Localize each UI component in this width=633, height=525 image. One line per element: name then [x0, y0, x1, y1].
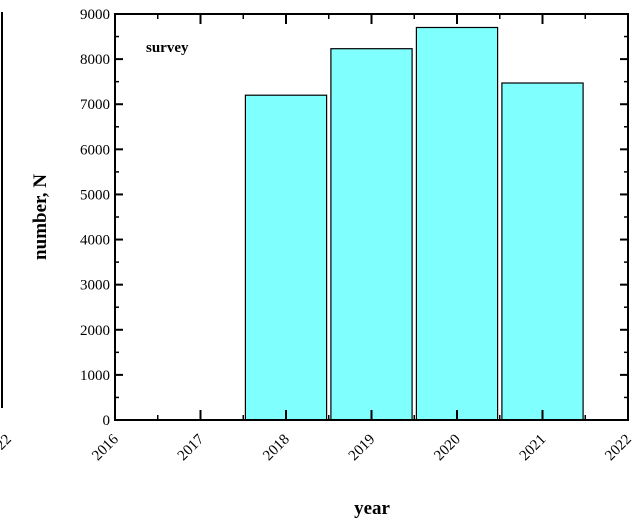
x-tick-label: 2022 — [602, 432, 633, 465]
bar-2021 — [501, 82, 584, 421]
y-tick-label: 4000 — [80, 233, 110, 249]
y-tick-label: 6000 — [80, 142, 110, 158]
y-tick-label: 2000 — [80, 323, 110, 339]
x-tick-label: 2016 — [89, 431, 122, 464]
x-tick-label: 2020 — [431, 432, 464, 465]
bar-2018 — [244, 94, 328, 421]
y-tick-label: 5000 — [80, 187, 110, 203]
bars-layer — [244, 26, 584, 421]
bar-2020 — [415, 26, 499, 421]
y-tick-label: 7000 — [80, 97, 110, 113]
x-tick-label: 2021 — [517, 432, 550, 465]
y-tick-label: 3000 — [80, 278, 110, 294]
x-tick-label: 2019 — [346, 432, 379, 465]
left-chart-fragment: 2022 — [0, 12, 15, 464]
y-tick-label: 0 — [103, 413, 111, 429]
annotation-label: survey — [146, 40, 189, 56]
y-tick-label: 1000 — [80, 368, 110, 384]
bar-2019 — [330, 48, 413, 421]
y-axis-title: number, N — [30, 174, 51, 260]
left-fragment-tick-label: 2022 — [0, 432, 15, 465]
y-tick-label: 9000 — [80, 7, 110, 23]
y-axis: 0 1000 2000 3000 4000 5000 6000 7000 8000 9000 — [80, 7, 628, 429]
x-axis-title: year — [354, 498, 390, 519]
y-tick-label: 8000 — [80, 52, 110, 68]
x-tick-label: 2017 — [175, 431, 208, 464]
x-tick-label: 2018 — [260, 432, 293, 465]
